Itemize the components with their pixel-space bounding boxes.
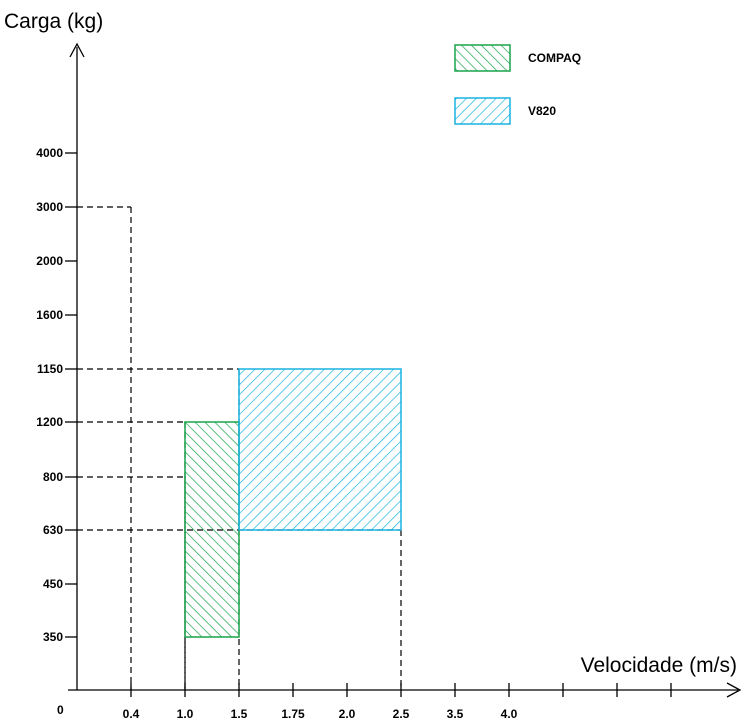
- y-axis-title: Carga (kg): [4, 10, 103, 33]
- y-tick-label: 2000: [36, 254, 63, 268]
- y-tick-label: 4000: [36, 146, 63, 160]
- y-tick-label: 1200: [36, 415, 63, 429]
- y-tick-label: 3000: [36, 200, 63, 214]
- y-tick-label: 350: [43, 630, 63, 644]
- legend-swatch-v820: [454, 97, 511, 125]
- x-axis-arrow: [726, 682, 742, 698]
- y-tick-label: 800: [43, 470, 63, 484]
- x-tick-label: 2.5: [393, 707, 410, 721]
- y-tick-label: 630: [43, 523, 63, 537]
- legend-swatch-compaq: [454, 44, 511, 72]
- series-area-v820: [238, 368, 402, 531]
- series-area-compaq: [184, 421, 240, 638]
- ticks: 0.4 1.0 1.5 1.75 2.0 2.5 3.5 4.0 350 450 630 800 120…: [36, 146, 672, 721]
- x-tick-label: 0.4: [123, 707, 140, 721]
- x-axis-title: Velocidade (m/s): [581, 654, 737, 677]
- axes: [68, 42, 742, 698]
- y-axis-arrow: [69, 42, 85, 58]
- x-tick-label: 1.0: [177, 707, 194, 721]
- legend-label-compaq: COMPAQ: [528, 51, 581, 65]
- x-tick-label: 1.75: [281, 707, 305, 721]
- y-tick-label: 450: [43, 577, 63, 591]
- y-tick-label: 1600: [36, 308, 63, 322]
- x-tick-label: 2.0: [339, 707, 356, 721]
- y-tick-label: 1150: [37, 362, 63, 376]
- x-tick-label: 3.5: [447, 707, 464, 721]
- x-tick-label: 1.5: [231, 707, 248, 721]
- x-tick-label: 4.0: [501, 707, 518, 721]
- legend: COMPAQ V820: [454, 44, 581, 125]
- series-areas: [184, 368, 402, 638]
- legend-label-v820: V820: [528, 104, 556, 118]
- origin-label: 0: [57, 703, 64, 717]
